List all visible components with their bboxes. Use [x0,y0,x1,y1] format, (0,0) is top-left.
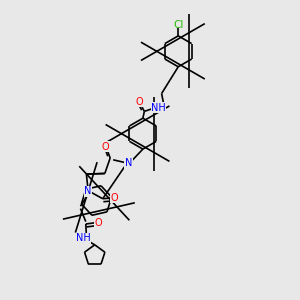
Text: N: N [125,158,132,168]
Text: N: N [84,186,92,196]
Text: O: O [102,142,110,152]
Text: Cl: Cl [173,20,183,30]
Text: NH: NH [151,103,166,113]
Text: O: O [135,97,143,107]
Text: NH: NH [76,233,91,243]
Text: O: O [111,193,119,203]
Text: O: O [94,218,102,227]
